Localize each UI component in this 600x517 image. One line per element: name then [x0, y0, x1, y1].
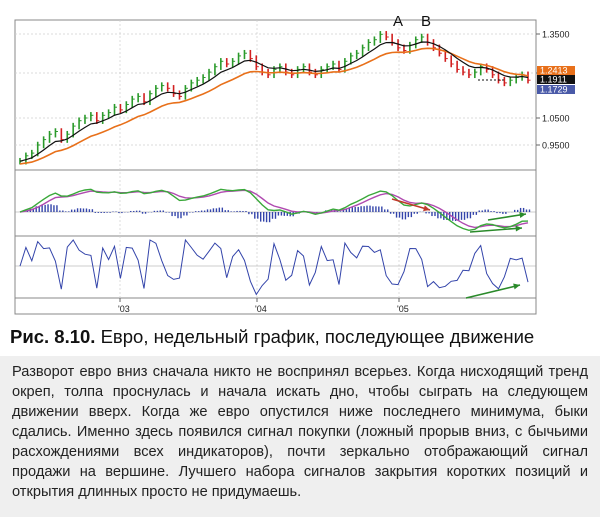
- price-badge: [537, 85, 575, 94]
- divergence-arrow: [469, 227, 523, 233]
- figure-caption: Рис. 8.10. Евро, недельный график, после…: [10, 326, 592, 348]
- divergence-arrowhead: [513, 283, 520, 290]
- macd-lines: [19, 188, 529, 232]
- macd-line: [19, 188, 529, 232]
- divergence-arrowhead: [519, 211, 526, 218]
- body-paragraph: Разворот евро вниз сначала никто не восп…: [12, 364, 588, 500]
- divergence-arrows: [391, 198, 527, 299]
- y-tick-label: 1.3500: [542, 30, 570, 40]
- figure-title: Евро, недельный график, последующее движ…: [100, 326, 535, 347]
- x-tick-labels: '03 '04 '05: [118, 298, 409, 314]
- price-badge-label: 1.1911: [540, 75, 567, 85]
- price-badge: [537, 66, 575, 75]
- divergence-arrow: [465, 284, 521, 299]
- divergence-arrow: [487, 213, 527, 221]
- divergence-arrowhead: [423, 205, 430, 212]
- force-index: [19, 238, 529, 296]
- ema-lines: [19, 41, 529, 165]
- x-tick-label: '05: [397, 304, 409, 314]
- plot-border: [14, 19, 537, 315]
- plot-frame: [14, 19, 537, 315]
- slow-ema-line: [19, 47, 529, 165]
- price-badge-label: 1.2413: [540, 66, 568, 76]
- force-index-line: [15, 238, 536, 296]
- divergence-arrowhead: [515, 225, 522, 232]
- peak-label: B: [421, 13, 431, 30]
- x-tick-label: '04: [255, 304, 267, 314]
- body-text-box: Разворот евро вниз сначала никто не восп…: [0, 356, 600, 517]
- figure-label: Рис. 8.10.: [10, 326, 96, 347]
- y-tick-label: 0.9500: [542, 141, 570, 151]
- fast-ema-line: [19, 41, 529, 162]
- price-badge: [537, 75, 575, 84]
- peak-label: A: [393, 13, 403, 30]
- y-tick-label: 1.0500: [542, 114, 570, 124]
- price-badge-label: 1.1729: [540, 85, 568, 95]
- x-tick-label: '03: [118, 304, 130, 314]
- divergence-arrow: [391, 198, 431, 211]
- price-bars: [19, 31, 531, 165]
